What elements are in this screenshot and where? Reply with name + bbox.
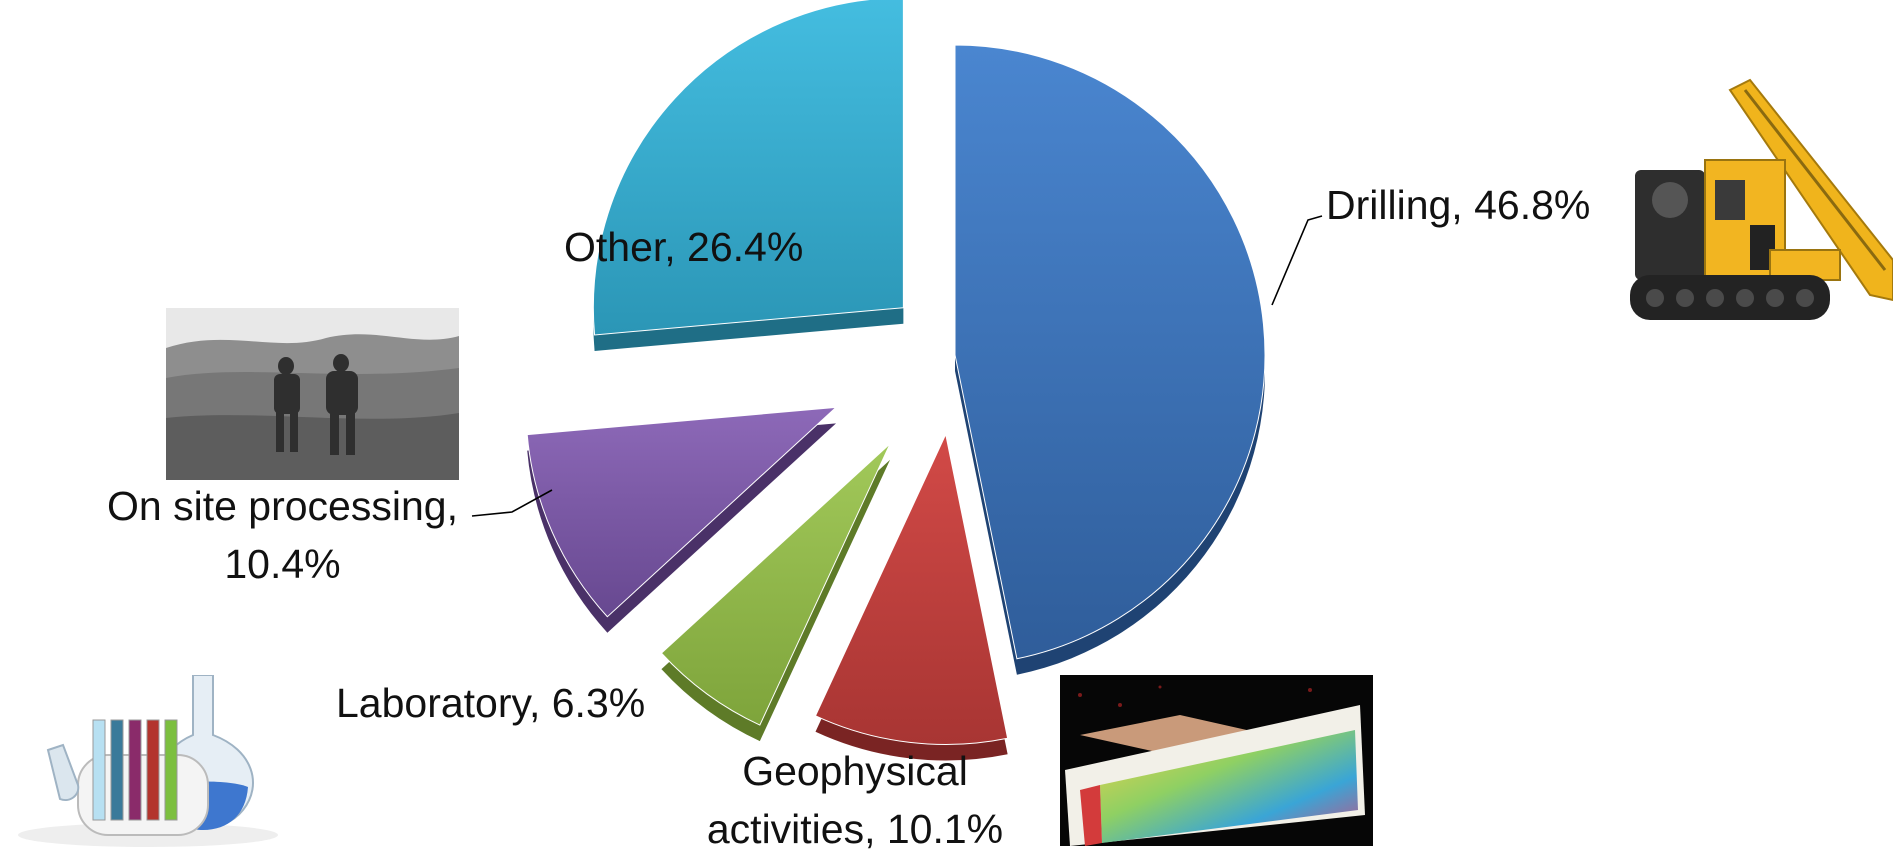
slice-label-on-site-processing-line1: On site processing, (107, 483, 458, 529)
slice-label-geophysical-line1: Geophysical (742, 748, 968, 794)
slice-label-on-site-processing-line2: 10.4% (224, 541, 341, 587)
slice-label-other: Other, 26.4% (564, 224, 804, 270)
leader-line-on-site-processing (471, 489, 553, 517)
slice-label-geophysical-line2: activities, 10.1% (706, 806, 1004, 852)
geophysical-section-photo (1060, 675, 1373, 846)
slice-geophysical-activities (814, 432, 1009, 745)
slice-on-site-processing (526, 406, 838, 618)
slice-laboratory (660, 443, 891, 726)
slice-drilling (954, 44, 1266, 660)
slice-label-drilling: Drilling, 46.8% (1326, 182, 1591, 228)
drilling-rig-photo (1620, 60, 1893, 332)
slice-label-geophysical-activities: Geophysical activities, 10.1% (680, 742, 1030, 858)
leader-line-drilling (1271, 215, 1323, 306)
field-workers-photo (166, 308, 459, 480)
slice-label-on-site-processing: On site processing, 10.4% (90, 477, 475, 593)
laboratory-glassware-photo (8, 675, 290, 851)
slice-label-laboratory: Laboratory, 6.3% (336, 680, 646, 726)
slice-other (592, 0, 904, 336)
